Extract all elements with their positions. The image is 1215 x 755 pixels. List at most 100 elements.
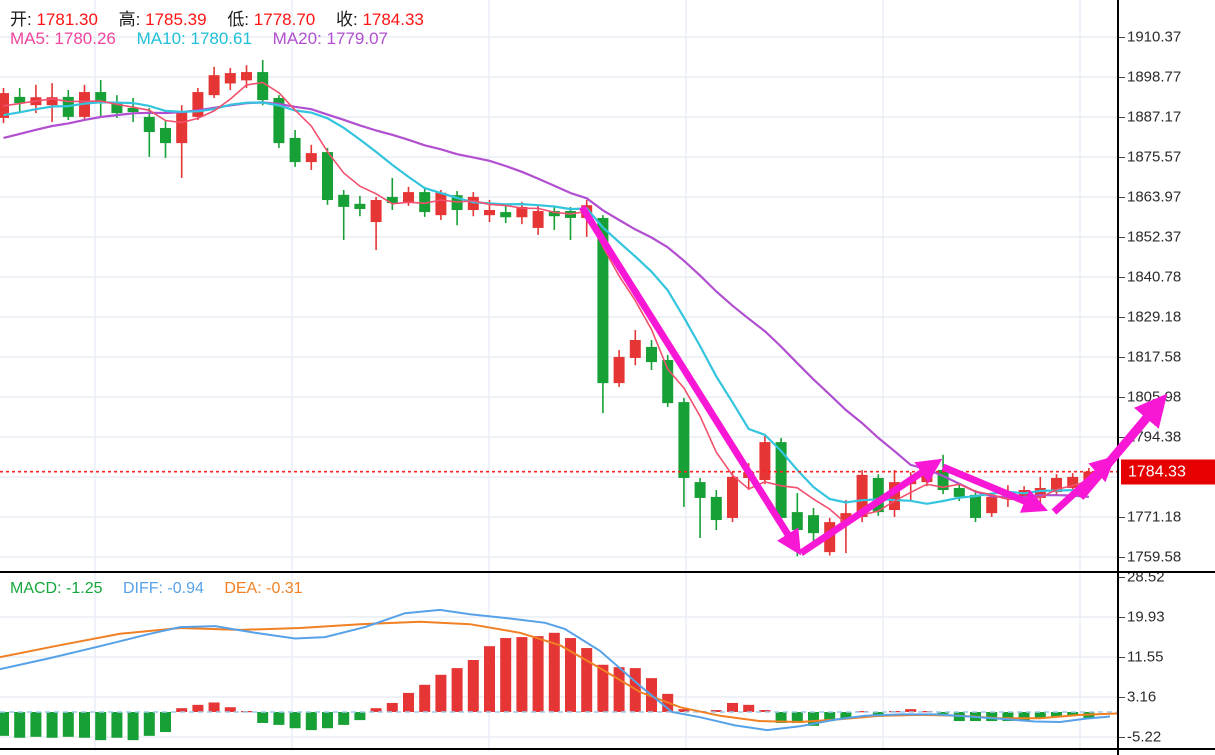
axis-label: 1817.58 [1127, 348, 1182, 366]
candle [224, 73, 236, 84]
axis-tick [1119, 157, 1125, 158]
current-price-value: 1784.33 [1128, 463, 1186, 481]
candle [905, 480, 917, 485]
macd-bar [921, 711, 933, 713]
ma10-label: MA10: [136, 29, 186, 48]
open-label: 开: [10, 10, 32, 29]
diff-value: -0.94 [167, 580, 204, 597]
ma5-line [3, 81, 1090, 525]
axis-tick [1119, 117, 1125, 118]
candle [970, 494, 981, 518]
axis-label: 1887.17 [1127, 108, 1182, 126]
candle [305, 153, 317, 163]
axis-tick [1119, 357, 1125, 358]
axis-label: 1875.57 [1127, 148, 1182, 166]
axis-label: 1840.78 [1127, 268, 1182, 286]
axis-tick [1119, 197, 1125, 198]
close-label: 收: [335, 10, 358, 29]
macd-bar [62, 712, 74, 737]
axis-label: 1771.18 [1127, 508, 1182, 526]
macd-bar [127, 712, 139, 741]
macd-bar [322, 712, 333, 729]
diff-line [0, 608, 1111, 732]
candle [629, 340, 641, 358]
candle [95, 92, 107, 103]
axis-label: 1910.37 [1127, 28, 1182, 46]
candle [532, 211, 544, 228]
axis-label: 1759.58 [1127, 548, 1182, 566]
macd-chart[interactable] [0, 566, 1117, 755]
ma5-label: MA5: [10, 29, 50, 48]
macd-bar [160, 712, 171, 733]
macd-bar [1018, 712, 1030, 722]
axis-label: 1829.18 [1127, 308, 1182, 326]
open-value: 1781.30 [36, 10, 98, 29]
axis-tick [1119, 557, 1125, 558]
macd-bar [1067, 712, 1079, 716]
ma20-line [3, 101, 1089, 499]
axis-label: 1805.98 [1127, 388, 1182, 406]
candle [759, 442, 771, 481]
macd-bar [759, 710, 771, 712]
ma-header: MA5: 1780.26 MA10: 1780.61 MA20: 1779.07 [10, 29, 404, 49]
candlestick-chart[interactable] [0, 0, 1117, 566]
candle [824, 522, 836, 553]
macd-bar [143, 712, 155, 736]
axis-label: 1898.77 [1127, 68, 1182, 86]
macd-bar [516, 637, 528, 712]
axis-tick [1119, 517, 1125, 518]
candle [484, 210, 495, 216]
axis-label: 1863.97 [1127, 188, 1182, 206]
macd-bar [1002, 712, 1014, 722]
candle [257, 72, 269, 101]
macd-bar [532, 636, 544, 712]
candle [646, 346, 657, 363]
candle [467, 196, 479, 211]
candle [678, 402, 690, 478]
candle [14, 96, 26, 104]
axis-label: 3.16 [1127, 688, 1157, 706]
ma20-value: 1779.07 [326, 29, 388, 48]
current-price-box: 1784.33 [1121, 459, 1215, 485]
axis-tick [1119, 77, 1125, 78]
candle [386, 196, 398, 204]
candle [743, 472, 755, 478]
macd-bar [727, 702, 738, 712]
candle [192, 92, 204, 117]
candle [419, 192, 431, 213]
candle [856, 474, 868, 517]
axis-tick [1119, 277, 1125, 278]
macd-bar [79, 712, 90, 738]
candle [403, 192, 414, 204]
macd-bar [354, 712, 366, 721]
macd-bar [305, 712, 317, 731]
ma20-label: MA20: [272, 29, 322, 48]
macd-bar [0, 712, 9, 736]
macd-bar [224, 707, 236, 712]
macd-label: MACD: [10, 580, 62, 597]
axis-tick [1119, 237, 1125, 238]
low-value: 1778.70 [253, 10, 316, 29]
candle [289, 137, 301, 163]
macd-bar [386, 702, 398, 712]
candle [370, 200, 382, 223]
axis-tick [1119, 617, 1125, 618]
ohlc-header: 开: 1781.30 高: 1785.39 低: 1778.70 收: 1784… [10, 5, 440, 30]
candle [176, 112, 188, 144]
macd-bar [95, 712, 107, 741]
candle [500, 212, 512, 218]
candle [808, 515, 819, 534]
macd-bar [856, 711, 868, 713]
macd-bar [46, 712, 58, 738]
high-value: 1785.39 [145, 10, 207, 29]
candle [986, 496, 998, 514]
macd-bar [1051, 712, 1062, 717]
macd-bar [710, 710, 722, 712]
macd-bar [905, 709, 917, 712]
macd-value: -1.25 [66, 580, 103, 597]
axis-tick [1119, 397, 1125, 398]
diff-label: DIFF: [122, 580, 163, 597]
axis-label: 1852.37 [1127, 228, 1182, 246]
macd-bar [937, 712, 949, 714]
macd-bar [500, 638, 512, 712]
